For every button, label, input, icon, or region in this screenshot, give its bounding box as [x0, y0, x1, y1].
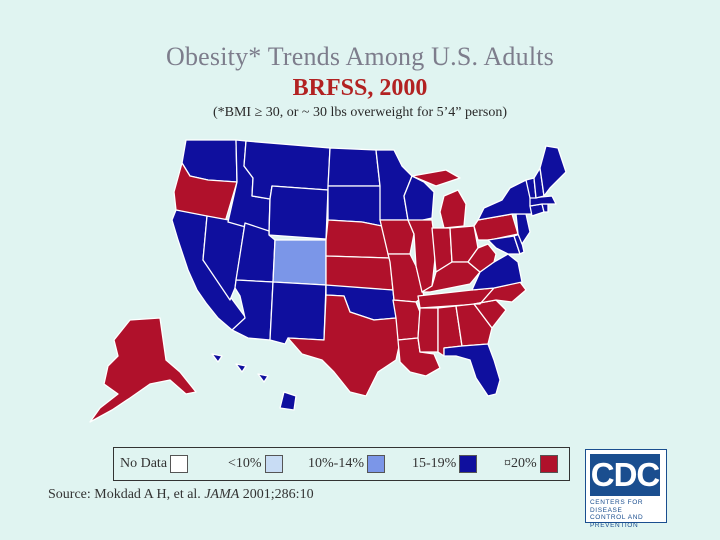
legend-label: 10%-14%: [308, 456, 364, 471]
legend-label: 15-19%: [412, 456, 457, 471]
state-ND: [327, 147, 381, 187]
legend-swatch: [170, 455, 189, 473]
state-NM: [269, 281, 327, 345]
cdc-logo-line2: CONTROL AND PREVENTION: [590, 514, 644, 529]
legend-swatch: [264, 455, 283, 473]
cdc-logo-mark: CDC: [590, 454, 660, 496]
state-KS: [325, 255, 394, 291]
state-NE: [325, 219, 391, 259]
state-MS: [417, 307, 439, 353]
legend-swatch: [367, 455, 385, 473]
legend-label: ¤20%: [504, 456, 537, 471]
legend-label: <10%: [228, 456, 262, 471]
map-subtitle: BRFSS, 2000: [292, 75, 428, 101]
state-GA: [455, 303, 493, 347]
legend-swatch: [459, 455, 478, 473]
cdc-logo: CDC CENTERS FOR DISEASE CONTROL AND PREV…: [585, 449, 667, 529]
legend-item-lt10: <10%: [228, 454, 283, 474]
legend-label: No Data: [120, 456, 168, 471]
state-CO: [272, 239, 327, 286]
state-MI: [411, 169, 467, 229]
source-citation: Source: Mokdad A H, et al. JAMA 2001;286…: [48, 487, 314, 503]
state-IA: [379, 219, 415, 255]
legend-item-no-data: No Data: [120, 454, 189, 474]
legend-item-ge20: ¤20%: [504, 454, 558, 474]
bmi-note: (*BMI ≥ 30, or ~ 30 lbs overweight for 5…: [212, 105, 508, 120]
source-journal: JAMA: [204, 487, 240, 502]
state-HI: [211, 353, 297, 411]
legend-item-10-14: 10%-14%: [308, 454, 385, 474]
state-FL: [443, 343, 501, 397]
state-AK: [89, 317, 197, 423]
cdc-logo-line1: CENTERS FOR DISEASE: [590, 499, 644, 514]
cdc-logo-caption: CENTERS FOR DISEASE CONTROL AND PREVENTI…: [590, 499, 662, 529]
source-prefix: Source: Mokdad A H, et al.: [48, 487, 205, 502]
legend-item-15-19: 15-19%: [412, 454, 478, 474]
state-TX: [287, 294, 401, 397]
state-NY: [477, 179, 533, 221]
state-AR: [392, 299, 421, 341]
map-title: Obesity* Trends Among U.S. Adults: [165, 42, 554, 71]
state-MD: [487, 235, 521, 255]
state-WV: [467, 243, 497, 273]
state-ME: [539, 145, 567, 197]
legend-swatch: [539, 455, 558, 473]
state-OR: [173, 162, 238, 223]
state-WY: [268, 185, 329, 240]
legend: No Data <10% 10%-14% 15-19% ¤20%: [113, 447, 570, 481]
source-suffix: 2001;286:10: [239, 487, 314, 502]
